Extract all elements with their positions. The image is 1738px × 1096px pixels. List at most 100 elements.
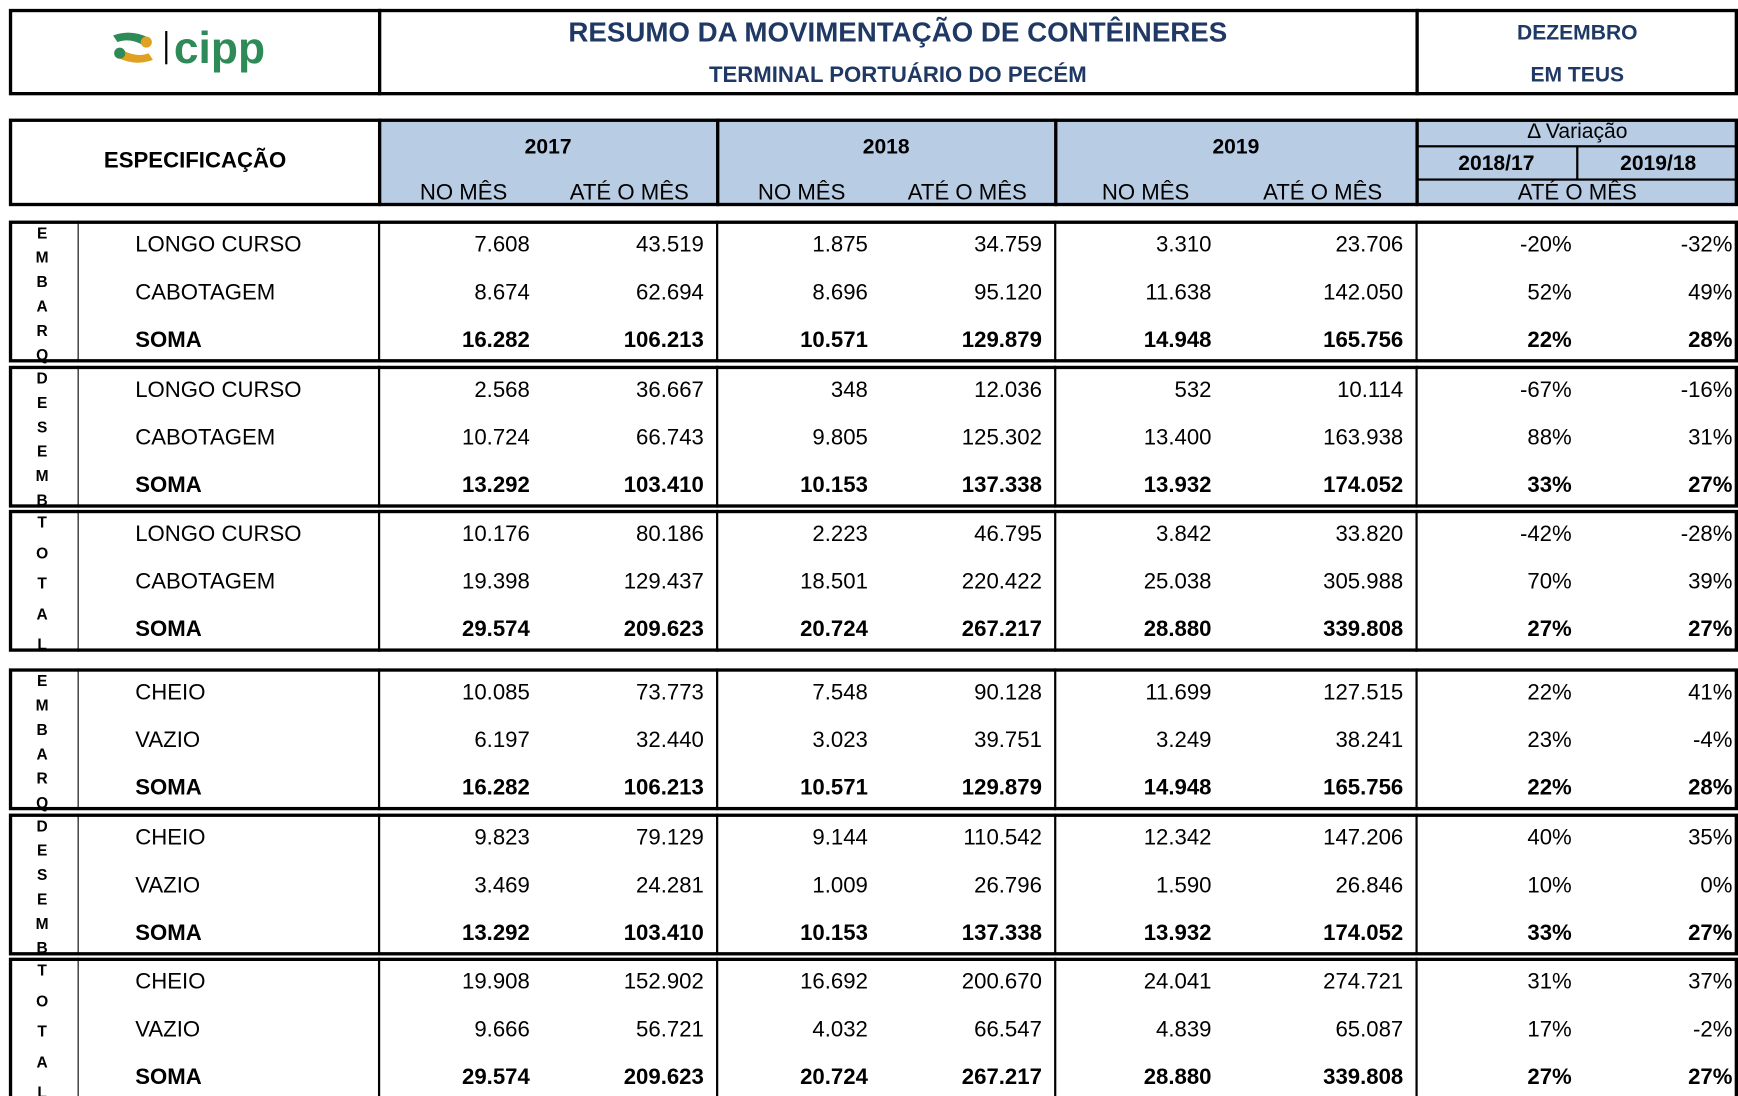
group-letter: T	[37, 1021, 47, 1040]
group-letter: O	[36, 991, 49, 1010]
cell: 13.292	[462, 921, 530, 946]
cell: 31%	[1688, 425, 1733, 451]
cell: 9.805	[812, 425, 868, 451]
group-letter: B	[36, 491, 48, 509]
cell: 36.667	[636, 377, 704, 403]
cell: 305.988	[1323, 569, 1404, 595]
cell: 106.213	[623, 775, 704, 801]
group-box	[8, 509, 1738, 652]
row-label: CHEIO	[135, 825, 206, 851]
group-letter: E	[36, 841, 48, 860]
cell: 33.820	[1335, 522, 1404, 547]
row-label: LONGO CURSO	[135, 522, 302, 547]
year-header: 2019	[1212, 135, 1260, 160]
cell: 9.144	[812, 825, 868, 851]
cell: 41%	[1688, 680, 1733, 705]
divider	[1414, 118, 1419, 207]
cell: 127.515	[1323, 680, 1404, 705]
group-letter: M	[35, 696, 49, 714]
cell: 10.153	[800, 921, 868, 946]
logo-text: cipp	[173, 24, 266, 74]
row-label: SOMA	[135, 328, 202, 353]
cell: 27%	[1688, 1065, 1733, 1090]
group-letter: M	[35, 914, 49, 933]
cell: 35%	[1688, 825, 1733, 851]
cell: 267.217	[961, 1065, 1042, 1090]
row-label: SOMA	[135, 921, 202, 946]
cell: 209.623	[623, 1065, 704, 1090]
row-label: SOMA	[135, 775, 202, 801]
divider	[1415, 365, 1418, 508]
divider	[1415, 220, 1418, 363]
cell: 106.213	[623, 328, 704, 353]
cell: 27%	[1688, 921, 1733, 946]
group-letter: A	[36, 297, 48, 315]
cell: 103.410	[623, 473, 704, 498]
sub-header: ATÉ O MÊS	[1263, 180, 1383, 206]
title: RESUMO DA MOVIMENTAÇÃO DE CONTÊINERES	[568, 17, 1228, 49]
group-letter: R	[36, 769, 48, 787]
cell: 11.699	[1145, 680, 1212, 705]
cell: 339.808	[1323, 617, 1404, 642]
cell: 24.281	[636, 873, 704, 898]
cell: 62.694	[636, 280, 704, 305]
cell: 39.751	[974, 728, 1042, 753]
row-label: VAZIO	[135, 1017, 201, 1042]
cell: 13.400	[1143, 425, 1212, 451]
divider	[1054, 957, 1057, 1096]
group-letter: A	[36, 744, 48, 763]
divider	[716, 668, 719, 811]
group-letter: E	[36, 223, 48, 242]
cell: 8.696	[812, 280, 868, 305]
divider	[1054, 220, 1057, 363]
cell: 2.568	[474, 377, 530, 403]
divider	[1054, 813, 1057, 956]
cell: 14.948	[1143, 775, 1212, 801]
divider	[716, 957, 719, 1096]
cell: 95.120	[974, 280, 1042, 305]
cell: 11.638	[1145, 280, 1212, 305]
cell: 28.880	[1143, 617, 1212, 642]
row-label: CABOTAGEM	[135, 425, 276, 451]
cell: 22%	[1527, 775, 1572, 801]
header-fill	[379, 118, 1738, 206]
cell: 32.440	[636, 728, 704, 753]
group-letter: T	[37, 961, 47, 979]
cell: 14.948	[1143, 328, 1212, 353]
cell: 37%	[1688, 969, 1733, 995]
cell: 174.052	[1323, 473, 1404, 498]
cell: 532	[1174, 377, 1212, 403]
cell: 3.469	[474, 873, 530, 898]
cell: 90.128	[974, 680, 1042, 705]
row-label: SOMA	[135, 617, 202, 642]
divider	[377, 668, 381, 811]
cell: 339.808	[1323, 1065, 1404, 1090]
group-letter: T	[37, 513, 47, 531]
divider	[165, 31, 168, 65]
cell: 137.338	[961, 473, 1042, 498]
cell: 2.223	[812, 522, 868, 547]
cell: 13.932	[1143, 921, 1212, 946]
cell: 10.176	[462, 522, 530, 547]
group-letter: T	[37, 574, 47, 592]
group-letter: S	[36, 865, 48, 884]
cell: 129.879	[961, 775, 1042, 801]
cell: 20.724	[800, 1065, 868, 1090]
cell: 19.908	[462, 969, 530, 995]
cell: -4%	[1693, 728, 1733, 753]
cell: 3.249	[1156, 728, 1212, 753]
group-letter: L	[37, 1082, 47, 1096]
row-label: CABOTAGEM	[135, 280, 276, 305]
cell: 209.623	[623, 617, 704, 642]
cell: 73.773	[636, 680, 704, 705]
cell: 142.050	[1323, 280, 1404, 305]
cell: 3.310	[1156, 232, 1212, 258]
cell: 10.085	[462, 680, 530, 705]
cell: 79.129	[636, 825, 704, 851]
cell: 27%	[1688, 473, 1733, 498]
cell: 80.186	[636, 522, 704, 547]
sub-header: NO MÊS	[757, 180, 846, 206]
cell: 129.879	[961, 328, 1042, 353]
cell: 10.153	[800, 473, 868, 498]
cell: 18.501	[800, 569, 868, 595]
